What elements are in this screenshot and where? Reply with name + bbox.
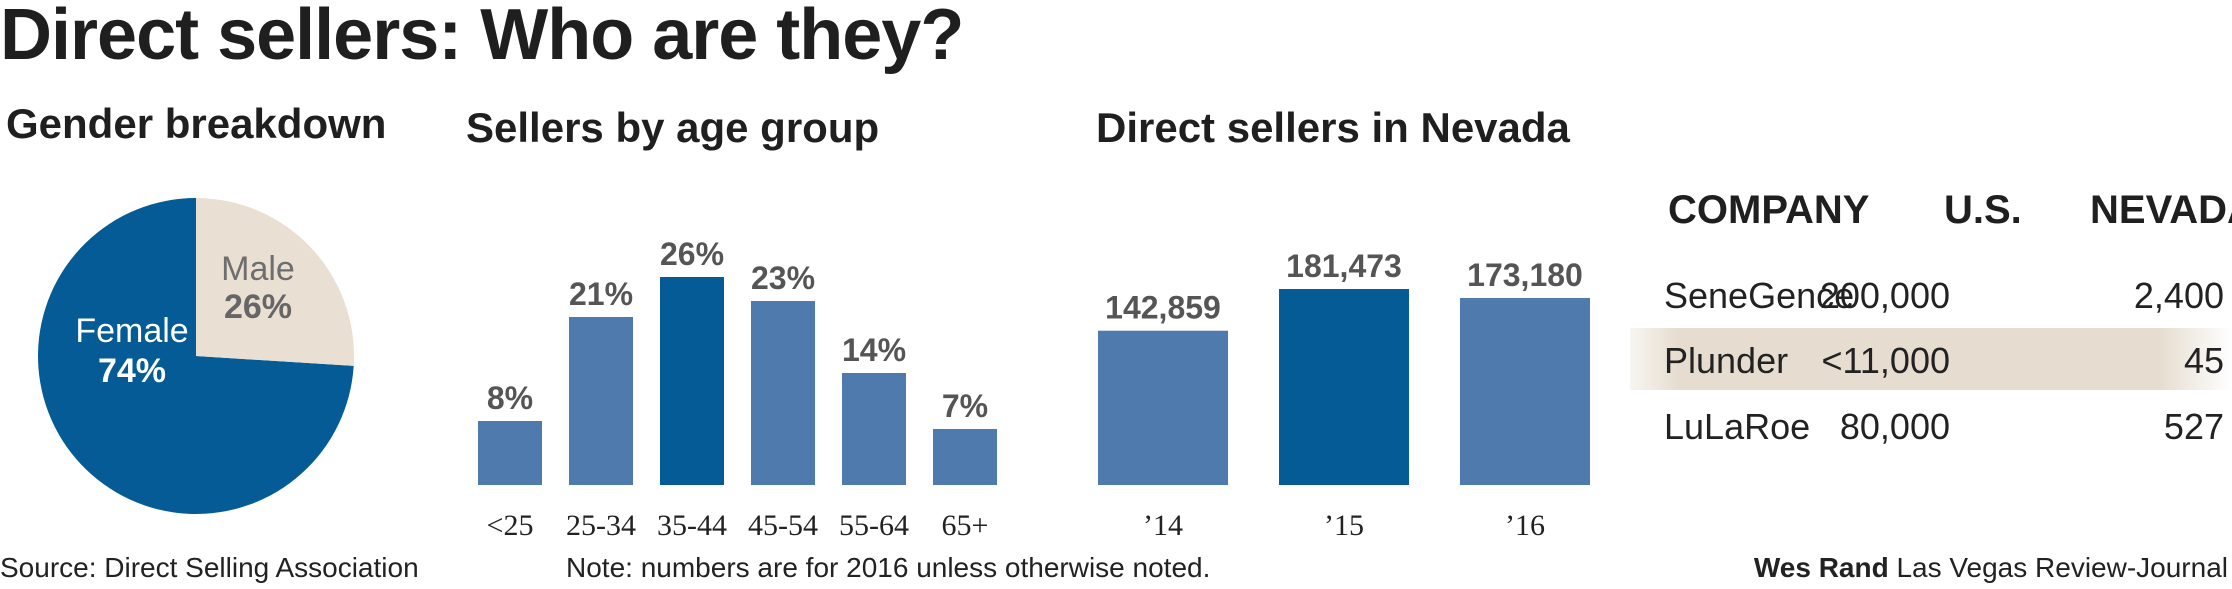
x-tick-label: 25-34 (566, 509, 636, 542)
bar-value-label: 7% (942, 388, 988, 424)
x-tick-label: 55-64 (839, 509, 909, 542)
bar-value-label: 8% (487, 380, 533, 416)
credit: Wes Rand Las Vegas Review-Journal (1754, 552, 2228, 584)
bar-value-label: 23% (751, 260, 815, 296)
pie-label-male: Male (221, 250, 295, 288)
bar (751, 301, 815, 485)
nevada-heading: Direct sellers in Nevada (1096, 104, 1570, 151)
x-tick-label: ’16 (1505, 509, 1545, 542)
x-tick-label: 65+ (942, 509, 989, 542)
pie-label-female: Female (75, 312, 188, 350)
bar-value-label: 173,180 (1467, 257, 1583, 293)
bar-value-label: 26% (660, 236, 724, 272)
table-cell-us: <11,000 (1821, 340, 1950, 381)
bar-value-label: 14% (842, 332, 906, 368)
pie-value-female: 74% (98, 352, 166, 390)
bar-value-label: 181,473 (1286, 248, 1402, 284)
bar-value-label: 21% (569, 276, 633, 312)
source-note: Source: Direct Selling Association (0, 552, 419, 583)
table-header-company: COMPANY (1668, 188, 1870, 232)
bar-value-label: 142,859 (1105, 290, 1221, 326)
x-tick-label: ’15 (1324, 509, 1364, 542)
x-tick-label: <25 (487, 509, 534, 542)
bar (842, 373, 906, 485)
table-header-nevada: NEVADA (2090, 188, 2232, 232)
bar (478, 421, 542, 485)
pie-value-male: 26% (224, 288, 292, 326)
table-header-us: U.S. (1944, 188, 2022, 232)
table-cell-us: 80,000 (1839, 406, 1950, 447)
table-cell-nevada: 45 (2183, 340, 2224, 381)
bar (1279, 289, 1409, 485)
page-title: Direct sellers: Who are they? (0, 0, 964, 75)
x-tick-label: ’14 (1143, 509, 1183, 542)
table-cell-company: SeneGence (1664, 275, 1855, 316)
table-cell-company: Plunder (1664, 340, 1789, 381)
gender-heading: Gender breakdown (6, 100, 387, 147)
bar (660, 277, 724, 485)
nevada-bar-chart: 142,859 ’14 181,473 ’15 173,180 ’16 (1098, 248, 1590, 542)
table-cell-nevada: 527 (2163, 406, 2224, 447)
bar (1098, 330, 1228, 485)
x-tick-label: 35-44 (657, 509, 727, 542)
x-tick-label: 45-54 (748, 509, 818, 542)
age-bar-chart: 8% <25 21% 25-34 26% 35-44 23% 45-54 14% 55-64 7% 6… (478, 236, 997, 542)
table-cell-us: 200,000 (1819, 275, 1950, 316)
table-row-highlight (1630, 328, 2232, 390)
table-cell-nevada: 2,400 (2133, 275, 2224, 316)
bar (1460, 297, 1590, 485)
pie-slice-male (196, 198, 354, 366)
credit-org: Las Vegas Review-Journal (1896, 552, 2228, 583)
pie-slice-female (38, 198, 354, 514)
credit-name: Wes Rand (1753, 552, 1889, 583)
bar (933, 429, 997, 485)
data-note: Note: numbers are for 2016 unless otherw… (566, 552, 1211, 583)
age-heading: Sellers by age group (466, 104, 880, 151)
table-cell-company: LuLaRoe (1664, 406, 1811, 447)
bar (569, 317, 633, 485)
